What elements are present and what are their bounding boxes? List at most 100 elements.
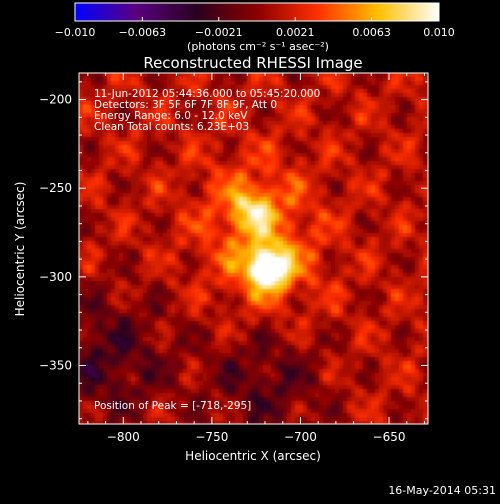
heatmap-cell <box>235 173 240 178</box>
heatmap-cell <box>223 229 228 234</box>
heatmap-cell <box>191 257 196 262</box>
heatmap-cell <box>79 105 84 110</box>
heatmap-cell <box>295 161 300 166</box>
heatmap-cell <box>171 241 176 246</box>
heatmap-cell <box>83 205 88 210</box>
heatmap-cell <box>163 213 168 218</box>
heatmap-cell <box>123 145 128 150</box>
heatmap-cell <box>143 293 148 298</box>
heatmap-cell <box>251 117 256 122</box>
heatmap-cell <box>123 225 128 230</box>
heatmap-cell <box>175 205 180 210</box>
heatmap-cell <box>295 101 300 106</box>
heatmap-cell <box>299 125 304 130</box>
heatmap-cell <box>323 81 328 86</box>
heatmap-cell <box>419 77 424 82</box>
heatmap-cell <box>231 141 236 146</box>
heatmap-cell <box>275 209 280 214</box>
heatmap-cell <box>355 157 360 162</box>
heatmap-cell <box>79 249 84 254</box>
heatmap-cell <box>399 101 404 106</box>
heatmap-cell <box>131 189 136 194</box>
heatmap-cell <box>91 249 96 254</box>
heatmap-cell <box>419 169 424 174</box>
heatmap-cell <box>367 157 372 162</box>
heatmap-cell <box>267 245 272 250</box>
heatmap-cell <box>91 257 96 262</box>
heatmap-cell <box>143 237 148 242</box>
heatmap-cell <box>171 277 176 282</box>
heatmap-cell <box>111 137 116 142</box>
heatmap-cell <box>351 233 356 238</box>
heatmap-cell <box>327 209 332 214</box>
heatmap-cell <box>391 289 396 294</box>
heatmap-cell <box>103 137 108 142</box>
heatmap-cell <box>239 153 244 158</box>
heatmap-cell <box>315 161 320 166</box>
heatmap-cell <box>411 285 416 290</box>
heatmap-cell <box>163 141 168 146</box>
heatmap-cell <box>87 105 92 110</box>
heatmap-cell <box>411 125 416 130</box>
heatmap-cell <box>259 245 264 250</box>
heatmap-cell <box>103 153 108 158</box>
heatmap-cell <box>131 137 136 142</box>
heatmap-cell <box>255 201 260 206</box>
heatmap-cell <box>171 205 176 210</box>
heatmap-cell <box>291 101 296 106</box>
heatmap-cell <box>375 193 380 198</box>
heatmap-cell <box>263 233 268 238</box>
heatmap-cell <box>259 189 264 194</box>
heatmap-cell <box>387 145 392 150</box>
heatmap-cell <box>395 117 400 122</box>
heatmap-cell <box>143 241 148 246</box>
heatmap-cell <box>91 273 96 278</box>
heatmap-cell <box>319 217 324 222</box>
heatmap-cell <box>267 177 272 182</box>
heatmap-cell <box>91 221 96 226</box>
heatmap-cell <box>151 173 156 178</box>
heatmap-cell <box>263 177 268 182</box>
heatmap-cell <box>263 213 268 218</box>
heatmap-cell <box>135 149 140 154</box>
heatmap-cell <box>399 121 404 126</box>
heatmap-cell <box>259 253 264 258</box>
heatmap-cell <box>151 233 156 238</box>
heatmap-cell <box>199 189 204 194</box>
heatmap-cell <box>311 265 316 270</box>
heatmap-cell <box>231 153 236 158</box>
heatmap-cell <box>215 181 220 186</box>
heatmap-cell <box>415 217 420 222</box>
heatmap-cell <box>135 273 140 278</box>
heatmap-cell <box>399 141 404 146</box>
heatmap-cell <box>287 249 292 254</box>
heatmap-cell <box>271 237 276 242</box>
heatmap-cell <box>115 217 120 222</box>
heatmap-cell <box>319 157 324 162</box>
heatmap-cell <box>387 293 392 298</box>
heatmap-cell <box>423 73 428 78</box>
heatmap-cell <box>239 261 244 266</box>
heatmap-cell <box>363 101 368 106</box>
heatmap-cell <box>419 189 424 194</box>
heatmap-cell <box>139 285 144 290</box>
heatmap-cell <box>179 285 184 290</box>
heatmap-cell <box>315 133 320 138</box>
heatmap-cell <box>79 153 84 158</box>
heatmap-cell <box>363 145 368 150</box>
heatmap-cell <box>79 285 84 290</box>
heatmap-cell <box>111 77 116 82</box>
heatmap-cell <box>287 73 292 78</box>
heatmap-cell <box>271 209 276 214</box>
heatmap-cell <box>163 285 168 290</box>
heatmap-cell <box>343 245 348 250</box>
heatmap-cell <box>391 93 396 98</box>
heatmap-cell <box>395 149 400 154</box>
heatmap-cell <box>215 141 220 146</box>
heatmap-cell <box>219 177 224 182</box>
heatmap-cell <box>343 145 348 150</box>
heatmap-cell <box>143 185 148 190</box>
heatmap-cell <box>403 241 408 246</box>
heatmap-cell <box>283 285 288 290</box>
heatmap-cell <box>191 265 196 270</box>
